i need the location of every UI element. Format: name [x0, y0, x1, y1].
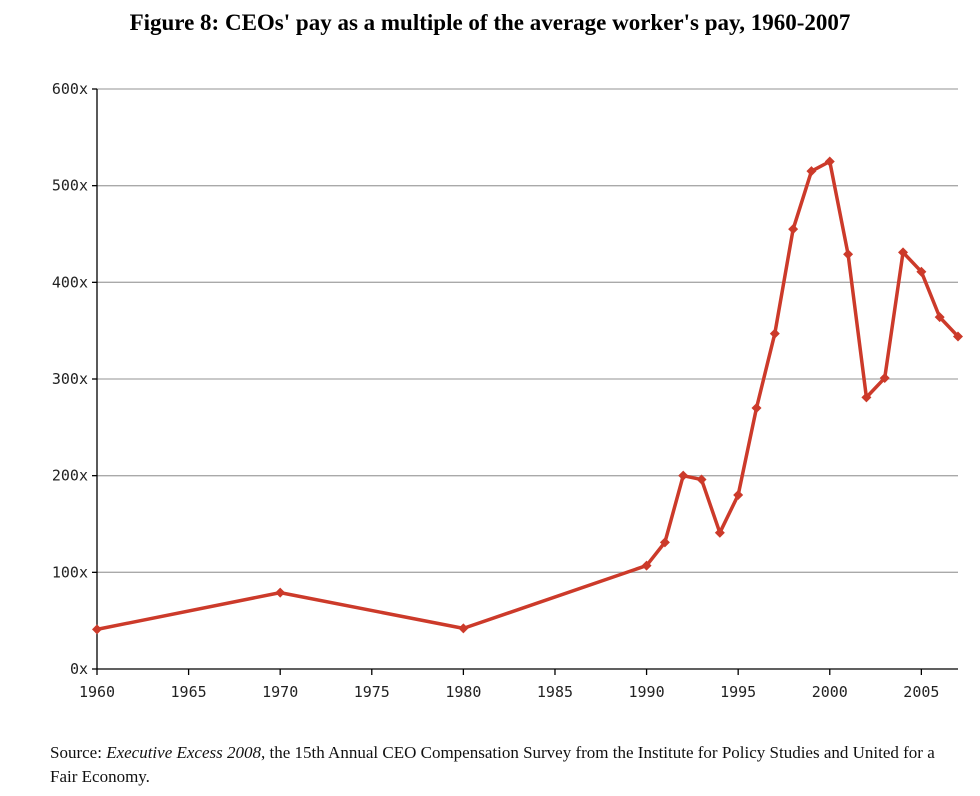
x-tick-label: 1970 — [262, 683, 298, 701]
source-publication: Executive Excess 2008 — [106, 743, 261, 762]
data-point — [458, 623, 469, 634]
x-tick-label: 1965 — [171, 683, 207, 701]
data-point — [678, 470, 689, 481]
y-tick-label: 0x — [70, 660, 88, 678]
x-tick-label: 2000 — [812, 683, 848, 701]
x-tick-label: 1980 — [445, 683, 481, 701]
source-note: Source: Executive Excess 2008, the 15th … — [50, 741, 955, 789]
y-axis-ticks: 0x 100x 200x 300x 400x 500x 600x — [52, 80, 97, 678]
y-tick-label: 100x — [52, 563, 88, 581]
data-point — [696, 474, 707, 485]
x-tick-label: 1995 — [720, 683, 756, 701]
data-point — [916, 266, 927, 277]
data-point — [879, 373, 890, 384]
x-axis-ticks: 1960 1965 1970 1975 1980 1985 1990 1995 2000 2005 — [79, 669, 939, 701]
x-tick-label: 1975 — [354, 683, 390, 701]
data-point — [641, 560, 652, 571]
data-point — [769, 328, 780, 339]
data-point — [806, 166, 817, 177]
data-point — [751, 403, 762, 413]
data-point — [861, 392, 872, 403]
data-point — [733, 490, 744, 500]
data-point — [92, 624, 102, 635]
data-point — [934, 312, 945, 323]
y-tick-label: 500x — [52, 177, 88, 195]
y-tick-label: 200x — [52, 467, 88, 485]
series-group — [92, 156, 963, 635]
x-tick-label: 1960 — [79, 683, 115, 701]
series-line-0 — [96, 159, 960, 632]
source-description: , the 15th Annual CEO Compensation Surve… — [50, 743, 935, 786]
grid-lines — [97, 88, 958, 573]
data-point — [843, 249, 854, 260]
chart-title: Figure 8: CEOs' pay as a multiple of the… — [129, 10, 851, 35]
source-prefix: Source: — [50, 743, 107, 762]
data-point — [275, 587, 286, 598]
x-tick-label: 1990 — [629, 683, 665, 701]
x-tick-label: 1985 — [537, 683, 573, 701]
data-point — [898, 247, 909, 258]
y-tick-label: 300x — [52, 370, 88, 388]
x-tick-label: 2005 — [903, 683, 939, 701]
y-tick-label: 400x — [52, 273, 88, 291]
data-point — [714, 527, 725, 538]
data-point — [788, 224, 799, 235]
data-point — [824, 156, 835, 167]
data-point — [659, 537, 670, 548]
data-point — [953, 331, 963, 342]
y-tick-label: 600x — [52, 80, 88, 98]
